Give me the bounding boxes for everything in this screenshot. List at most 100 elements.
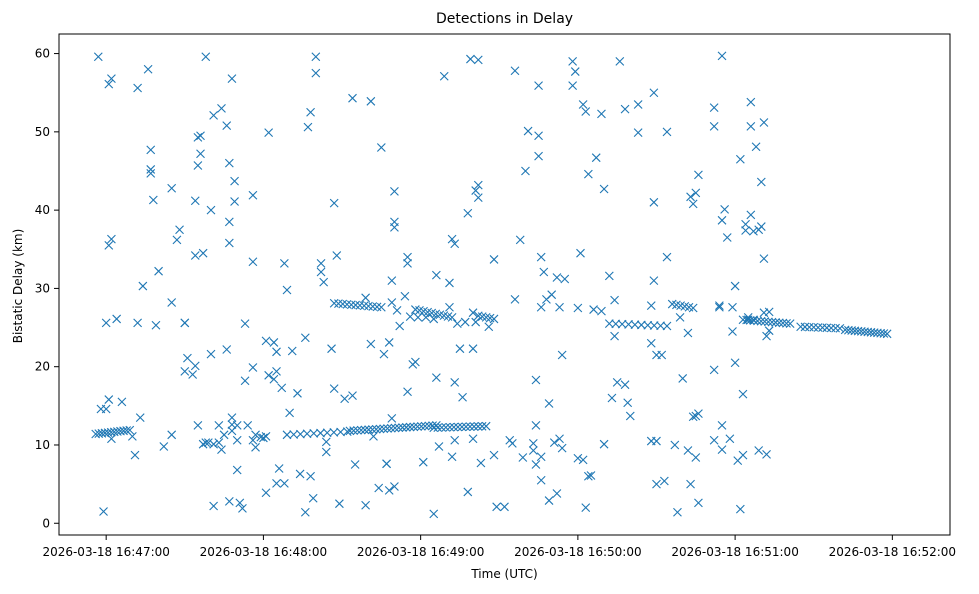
data-point xyxy=(224,217,234,227)
data-point xyxy=(230,197,239,206)
data-point xyxy=(154,266,163,276)
data-point xyxy=(261,488,271,498)
data-point xyxy=(348,93,357,103)
data-point xyxy=(447,312,457,322)
data-point xyxy=(568,57,578,66)
data-point xyxy=(649,321,659,330)
data-point xyxy=(424,421,434,431)
data-point xyxy=(196,149,205,159)
data-point xyxy=(826,323,836,333)
data-point xyxy=(785,319,795,329)
data-point xyxy=(203,438,213,448)
data-point xyxy=(581,503,591,512)
data-point xyxy=(180,318,190,328)
data-point xyxy=(709,121,719,131)
data-point xyxy=(420,421,430,431)
data-point xyxy=(107,74,116,84)
data-point xyxy=(688,303,698,313)
data-point xyxy=(759,118,769,127)
data-point xyxy=(544,399,554,408)
y-axis-label: Bistatic Delay (km) xyxy=(11,229,25,344)
data-point xyxy=(293,388,302,398)
data-point xyxy=(586,471,596,480)
axes: 2026-03-18 16:47:00 2026-03-18 16:48:00 20… xyxy=(35,33,956,559)
data-point xyxy=(686,192,695,202)
data-point xyxy=(804,322,814,332)
data-point xyxy=(745,315,755,325)
data-point xyxy=(319,277,329,287)
data-point xyxy=(452,319,462,329)
data-point xyxy=(300,333,310,343)
data-point xyxy=(717,445,727,455)
data-point xyxy=(302,429,312,439)
data-point xyxy=(670,440,680,450)
data-point xyxy=(272,367,281,376)
data-point xyxy=(573,303,583,313)
data-point xyxy=(361,293,370,303)
y-tick-label: 20 xyxy=(35,360,50,374)
data-point xyxy=(560,274,570,284)
data-point xyxy=(728,327,737,336)
data-point xyxy=(583,471,593,481)
data-point xyxy=(371,424,381,434)
data-point xyxy=(578,455,588,465)
data-point xyxy=(112,314,122,324)
data-point xyxy=(507,439,517,448)
data-point xyxy=(725,434,735,444)
data-point xyxy=(450,435,460,445)
data-point xyxy=(552,273,562,282)
data-point xyxy=(583,169,593,179)
data-point xyxy=(549,438,559,448)
data-point xyxy=(364,301,373,311)
data-point xyxy=(386,423,396,433)
data-point xyxy=(649,197,659,207)
data-point xyxy=(633,128,643,138)
data-point xyxy=(201,438,211,448)
data-point xyxy=(673,507,682,517)
data-point xyxy=(879,329,889,338)
data-point xyxy=(405,422,415,432)
data-point xyxy=(311,52,321,62)
data-point xyxy=(351,300,360,310)
data-point xyxy=(576,248,585,258)
data-point xyxy=(376,143,386,152)
data-point xyxy=(691,453,701,462)
data-point xyxy=(206,205,216,215)
data-point xyxy=(224,238,234,248)
data-point xyxy=(468,308,478,318)
data-point xyxy=(359,301,369,311)
data-point xyxy=(104,240,114,250)
data-point xyxy=(694,498,703,508)
data-point xyxy=(465,422,475,432)
data-point xyxy=(151,320,161,330)
data-point xyxy=(557,443,567,453)
data-point xyxy=(122,426,132,435)
data-point xyxy=(450,239,460,249)
data-point xyxy=(489,314,499,324)
data-point xyxy=(678,374,688,383)
data-point xyxy=(822,323,832,333)
data-point xyxy=(198,439,208,449)
data-point xyxy=(473,193,483,202)
plot-frame xyxy=(58,33,951,536)
data-point xyxy=(222,345,232,354)
data-point xyxy=(316,258,326,268)
data-point xyxy=(230,176,239,186)
data-point xyxy=(611,319,621,329)
data-point xyxy=(746,210,756,220)
data-point xyxy=(201,52,211,62)
data-point xyxy=(481,421,491,431)
data-point xyxy=(578,100,588,109)
data-point xyxy=(384,485,394,495)
data-point xyxy=(146,168,156,178)
data-point xyxy=(620,380,630,390)
data-point xyxy=(691,188,701,198)
data-point xyxy=(99,507,108,516)
data-point xyxy=(646,338,656,348)
y-tick-label: 10 xyxy=(35,438,50,452)
data-point xyxy=(104,79,114,89)
data-point xyxy=(536,252,546,262)
data-point xyxy=(361,500,370,510)
